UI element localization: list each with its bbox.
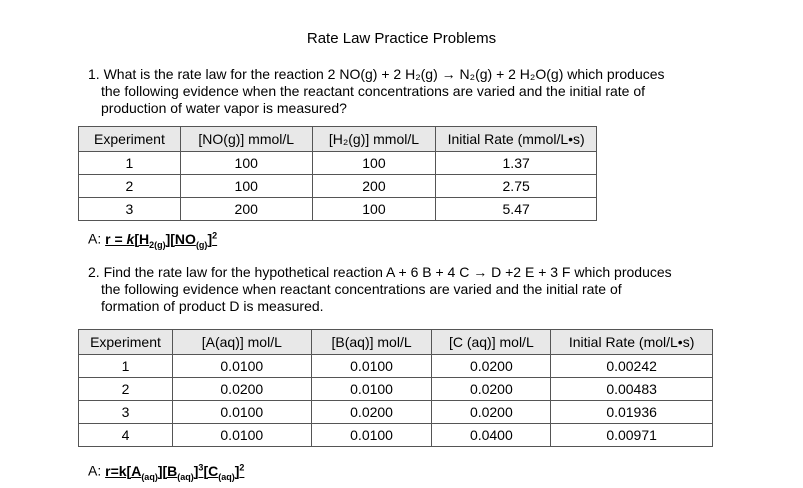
header-cell: [B(aq)] mol/L	[310, 329, 433, 355]
answer: A: r = k[H2(g)][NO(g)]2	[88, 230, 217, 249]
table-cell: 0.0100	[310, 377, 433, 401]
table-row: 4 0.0100 0.0100 0.0400 0.00971	[78, 423, 713, 447]
header-row: Experiment [NO(g)] mmol/L [H₂(g)] mmol/L In…	[78, 126, 597, 152]
answer-part: (g)	[195, 239, 208, 250]
answer-part: [C	[203, 462, 219, 479]
question: 2. Find the rate law for the hypothetica…	[88, 264, 672, 315]
answer-part: r=k[A	[105, 462, 142, 479]
table-cell: 5.47	[435, 197, 597, 221]
table-cell: 0.0100	[171, 400, 312, 424]
answer-part: ]	[193, 462, 199, 479]
answer-part: k	[126, 230, 135, 247]
header-row: Experiment [A(aq)] mol/L [B(aq)] mol/L [C (…	[78, 329, 713, 355]
table-cell: 100	[311, 151, 437, 175]
answer-part: [H	[134, 230, 150, 247]
answer-label: A:	[88, 230, 102, 247]
table-row: 3 200 100 5.47	[78, 197, 597, 221]
table-cell: 0.0100	[310, 354, 433, 378]
table-cell: 3	[78, 400, 173, 424]
table-row: 3 0.0100 0.0200 0.0200 0.01936	[78, 400, 713, 424]
table-cell: 0.0200	[431, 354, 552, 378]
answer-label: A:	[88, 462, 102, 479]
answer-expression: r=k[A(aq)][B(aq)]3[C(aq)]2	[105, 462, 245, 482]
question-line: 1. What is the rate law for the reaction…	[88, 66, 665, 82]
answer-part: ]	[234, 462, 240, 479]
table-cell: 1	[78, 151, 181, 175]
table-row: 1 100 100 1.37	[78, 151, 597, 175]
table-cell: 100	[179, 174, 313, 198]
table-cell: 0.00971	[550, 423, 713, 447]
question: 1. What is the rate law for the reaction…	[88, 66, 665, 117]
answer-part: (aq)	[218, 471, 235, 482]
table-cell: 0.0200	[310, 400, 433, 424]
table-cell: 0.00242	[550, 354, 713, 378]
title: Rate Law Practice Problems	[306, 30, 497, 47]
table-row: 2 0.0200 0.0100 0.0200 0.00483	[78, 377, 713, 401]
header-cell: [NO(g)] mmol/L	[179, 126, 313, 152]
table-cell: 0.00483	[550, 377, 713, 401]
question-line: production of water vapor is measured?	[101, 100, 347, 116]
table-cell: 200	[311, 174, 437, 198]
table-cell: 100	[311, 197, 437, 221]
table-cell: 2	[78, 174, 181, 198]
question-line: 2. Find the rate law for the hypothetica…	[88, 264, 672, 280]
table-cell: 200	[179, 197, 313, 221]
table-cell: 0.0100	[171, 354, 312, 378]
answer-part: ][NO	[165, 230, 196, 247]
question-line: the following evidence when reactant con…	[101, 281, 622, 297]
table-cell: 0.0200	[431, 377, 552, 401]
answer: A: r=k[A(aq)][B(aq)]3[C(aq)]2	[88, 462, 244, 481]
answer-part: 2	[239, 462, 245, 472]
header-cell: Experiment	[78, 126, 181, 152]
header-cell: Experiment	[78, 329, 173, 355]
table-cell: 4	[78, 423, 173, 447]
table-cell: 100	[179, 151, 313, 175]
answer-part: ]	[207, 230, 213, 247]
header-cell: [C (aq)] mol/L	[431, 329, 552, 355]
answer-part: (aq)	[141, 471, 158, 482]
header-cell: Initial Rate (mol/L•s)	[550, 329, 713, 355]
table-cell: 0.0400	[431, 423, 552, 447]
answer-part: r =	[105, 230, 127, 247]
table-cell: 2	[78, 377, 173, 401]
table-cell: 0.0100	[310, 423, 433, 447]
table-cell: 1	[78, 354, 173, 378]
table-cell: 0.0200	[171, 377, 312, 401]
data-table: Experiment [A(aq)] mol/L [B(aq)] mol/L [C (…	[78, 329, 713, 447]
question-line: formation of product D is measured.	[101, 298, 324, 314]
table-row: 2 100 200 2.75	[78, 174, 597, 198]
question-line: the following evidence when the reactant…	[101, 83, 646, 99]
answer-part: ][B	[157, 462, 178, 479]
header-cell: [H₂(g)] mmol/L	[311, 126, 437, 152]
answer-part: 2(g)	[149, 239, 166, 250]
answer-part: (aq)	[177, 471, 194, 482]
data-table: Experiment [NO(g)] mmol/L [H₂(g)] mmol/L In…	[78, 126, 597, 221]
answer-expression: r = k[H2(g)][NO(g)]2	[105, 230, 218, 250]
table-cell: 2.75	[435, 174, 597, 198]
table-cell: 0.01936	[550, 400, 713, 424]
answer-part: 3	[198, 462, 204, 472]
table-cell: 0.0100	[171, 423, 312, 447]
answer-part: 2	[212, 230, 218, 240]
header-cell: Initial Rate (mmol/L•s)	[435, 126, 597, 152]
table-cell: 3	[78, 197, 181, 221]
table-cell: 0.0200	[431, 400, 552, 424]
table-cell: 1.37	[435, 151, 597, 175]
header-cell: [A(aq)] mol/L	[171, 329, 312, 355]
table-row: 1 0.0100 0.0100 0.0200 0.00242	[78, 354, 713, 378]
